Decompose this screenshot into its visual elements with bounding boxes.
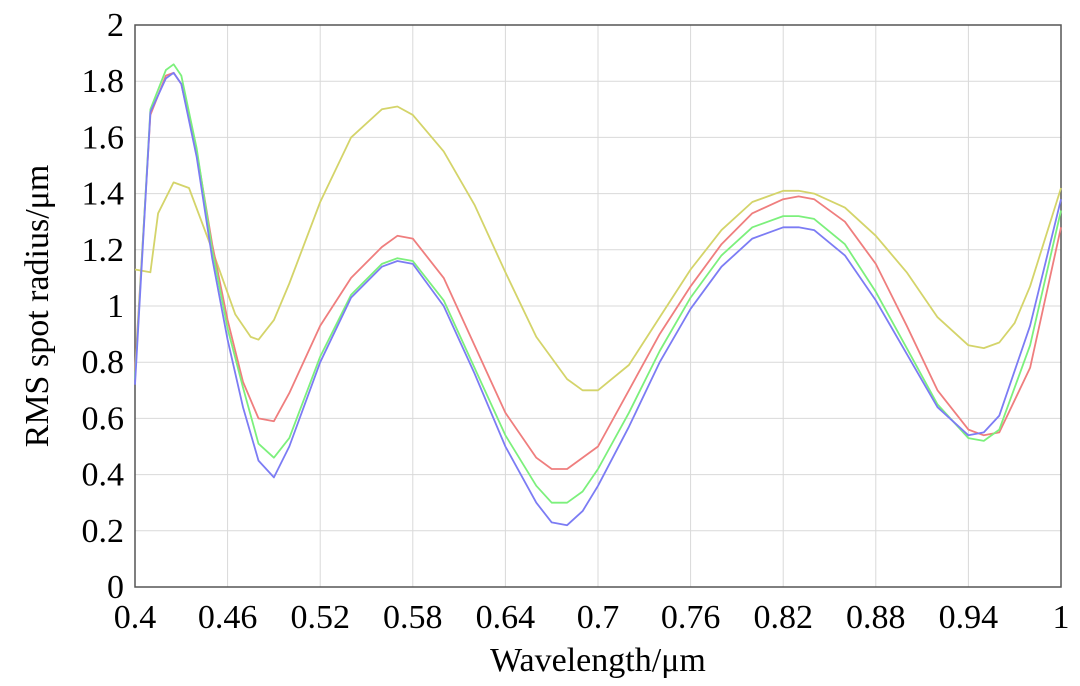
- series-line-1: [134, 105, 1062, 392]
- series-line-4: [134, 71, 1062, 527]
- x-tick-label: 0.64: [476, 599, 536, 636]
- x-tick-label: 0.94: [939, 599, 999, 636]
- x-tick-label: 1: [1053, 599, 1070, 636]
- y-tick-label: 1.4: [82, 176, 125, 213]
- series-line-2: [134, 71, 1062, 470]
- x-tick-label: 0.82: [753, 599, 813, 636]
- series-line-3: [134, 63, 1062, 504]
- x-tick-labels: 0.4 0.46 0.52 0.58 0.64 0.7 0.76 0.82 0.88 0.94 1: [114, 599, 1070, 636]
- x-tick-label: 0.58: [383, 599, 443, 636]
- y-tick-label: 0: [107, 569, 124, 606]
- x-tick-label: 0.7: [577, 599, 620, 636]
- y-axis-label: RMS spot radius/μm: [19, 165, 56, 448]
- grid: [134, 24, 1062, 588]
- x-tick-label: 0.52: [290, 599, 350, 636]
- x-tick-label: 0.88: [846, 599, 906, 636]
- series-group: [134, 63, 1062, 527]
- y-tick-label: 1.8: [82, 63, 125, 100]
- y-tick-label: 1.6: [82, 119, 125, 156]
- plot-frame: [134, 24, 1062, 588]
- y-tick-label: 0.6: [82, 400, 125, 437]
- y-tick-label: 0.4: [82, 457, 125, 494]
- y-tick-labels: 0 0.2 0.4 0.6 0.8 1 1.2 1.4 1.6 1.8 2: [82, 7, 125, 606]
- y-tick-label: 0.2: [82, 513, 125, 550]
- x-tick-label: 0.76: [661, 599, 721, 636]
- y-tick-label: 2: [107, 7, 124, 44]
- x-tick-label: 0.46: [198, 599, 258, 636]
- y-tick-label: 1.2: [82, 232, 125, 269]
- y-tick-label: 1: [107, 288, 124, 325]
- y-tick-label: 0.8: [82, 344, 125, 381]
- x-tick-label: 0.4: [114, 599, 157, 636]
- x-axis-label: Wavelength/μm: [490, 642, 706, 679]
